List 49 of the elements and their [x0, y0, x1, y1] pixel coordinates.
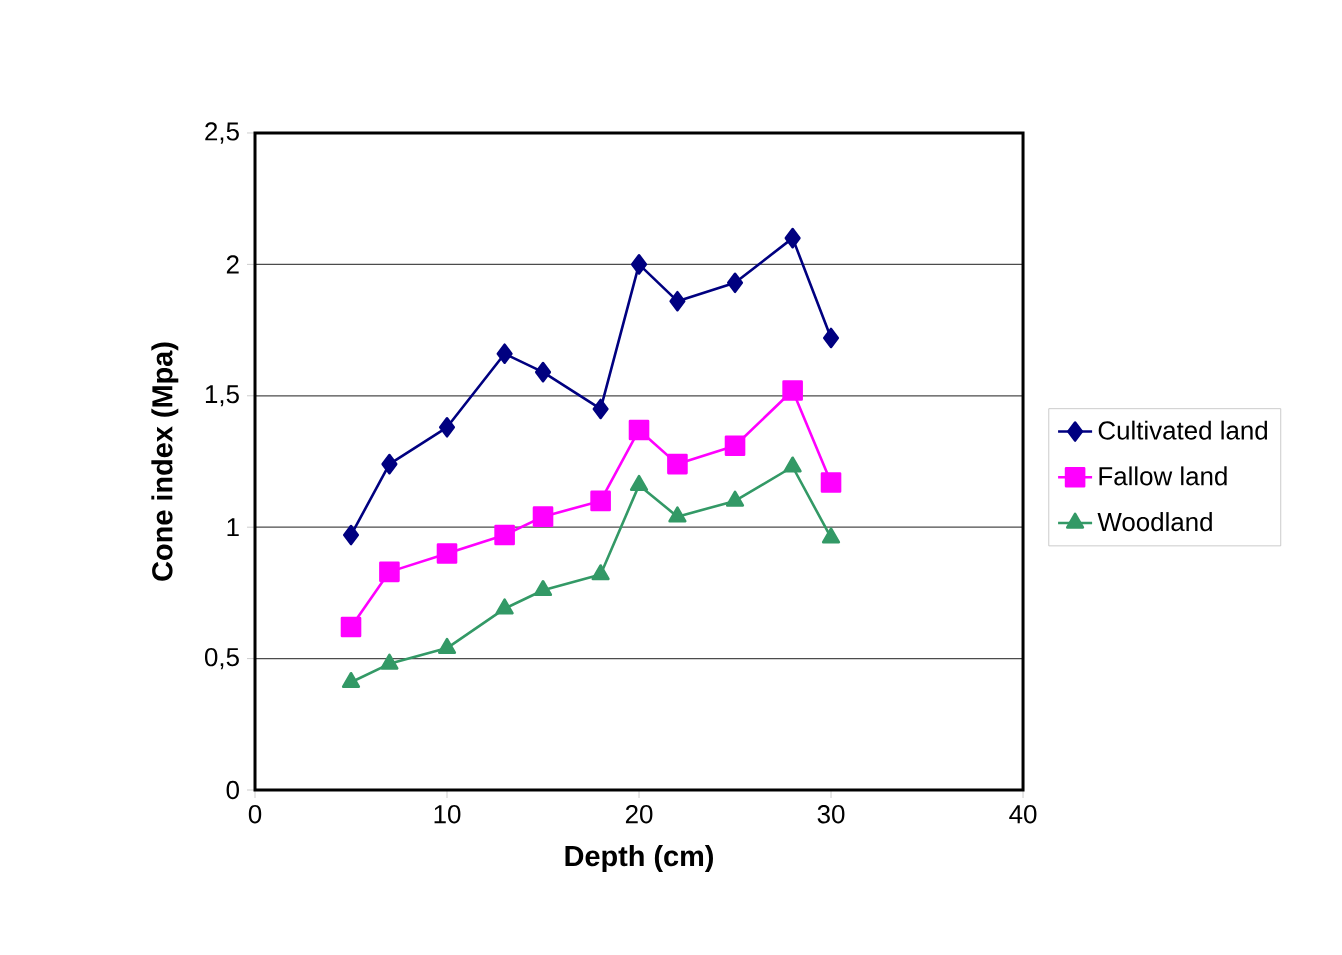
legend-label: Woodland — [1097, 512, 1212, 532]
point — [783, 456, 802, 473]
point — [379, 561, 400, 583]
point — [821, 527, 841, 544]
x-tick-label: 40 — [1009, 805, 1037, 824]
point — [340, 616, 362, 638]
point — [724, 435, 746, 457]
point — [782, 380, 803, 401]
point — [437, 637, 457, 654]
x-tick-label: 20 — [625, 805, 653, 824]
point — [495, 598, 514, 615]
y-tick-label: 0 — [226, 780, 239, 800]
point — [630, 254, 648, 275]
point — [381, 453, 398, 475]
legend-label: Cultivated land — [1098, 420, 1268, 440]
x-tick-label: 0 — [248, 805, 262, 824]
point — [533, 579, 553, 597]
y-tick-label: 1 — [227, 518, 239, 537]
point — [668, 506, 687, 523]
point — [820, 472, 842, 493]
point — [822, 327, 840, 349]
legend-label: Fallow land — [1099, 466, 1227, 486]
point — [436, 543, 458, 564]
point — [590, 490, 611, 512]
point — [725, 490, 745, 507]
x-axis-title: Depth (cm) — [565, 845, 713, 872]
point — [342, 524, 360, 546]
point — [667, 453, 688, 475]
point — [784, 227, 801, 249]
point — [438, 417, 456, 438]
point — [380, 653, 399, 670]
y-tick-label: 2 — [226, 255, 239, 274]
x-tick-label: 10 — [434, 805, 461, 824]
point — [726, 272, 744, 294]
point — [629, 474, 649, 491]
point — [341, 671, 361, 689]
point — [534, 361, 552, 383]
point — [592, 398, 609, 420]
y-tick-label: 2,5 — [205, 122, 239, 144]
x-tick-label: 30 — [817, 805, 845, 824]
point — [496, 343, 513, 365]
point — [532, 506, 554, 527]
y-axis-title: Cone index (Mpa) — [151, 342, 179, 581]
point — [628, 419, 650, 441]
point — [591, 564, 610, 581]
point — [669, 290, 686, 312]
y-tick-label: 0,5 — [204, 647, 239, 670]
point — [494, 524, 515, 546]
y-tick-label: 1,5 — [205, 385, 239, 407]
